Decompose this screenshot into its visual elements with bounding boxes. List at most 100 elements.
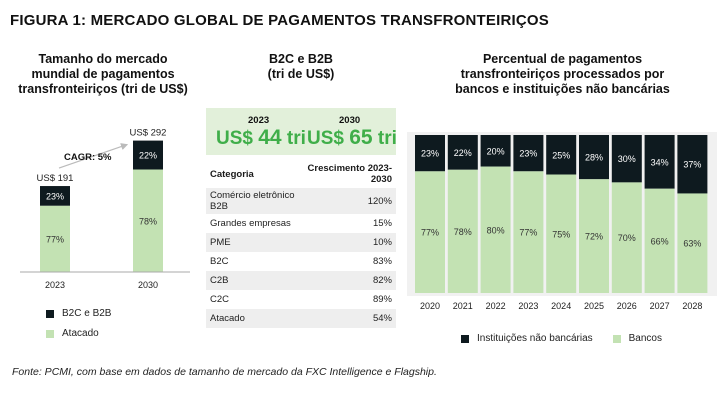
table-cell-category: C2B [206,271,299,290]
bar-label-banks: 77% [519,228,537,238]
highlight-box [206,108,396,155]
bar-segment-atacado [133,169,163,272]
bar-label-non-bank: 37% [683,160,701,170]
bar-segment-non-bank [611,135,642,183]
left-title-line-1: Tamanho do mercado [38,52,168,66]
bar-total-label: US$ 292 [130,128,167,139]
bar-label-banks: 77% [421,228,439,238]
left-chart-title: Tamanho do mercado mundial de pagamentos… [14,52,192,97]
bar-label-non-bank: 30% [618,154,636,164]
highlight-number: 65 [349,126,373,149]
x-tick-label: 2030 [138,280,158,290]
table-cell-growth: 10% [298,233,396,252]
table-cell-category: PME [206,233,299,252]
bar-segment-non-bank [447,135,478,170]
right-title-line-2: transfronteiriços processados por [460,67,665,81]
bar-segment-non-bank [513,135,544,172]
growth-table: Categoria Crescimento 2023-2030 Comércio… [206,160,396,328]
legend-swatch-dark [46,309,54,318]
right-chart-title: Percentual de pagamentos transfronteiriç… [410,52,715,97]
bar-segment-banks [546,174,577,293]
x-tick-label: 2023 [518,301,538,311]
legend-item-atacado: Atacado [46,328,111,339]
left-bar-chart: 23% 77% US$ 191 2023 22% 78% US$ 292 2030 CAGR: … [20,128,190,290]
legend-item-banks: Bancos [612,333,662,344]
table-header-row: Categoria Crescimento 2023-2030 [206,160,396,188]
highlight-unit: tri [286,128,306,149]
table-cell-growth: 89% [372,294,392,305]
table-row: C2B 82% [206,271,396,290]
bar-label-banks: 72% [585,232,603,242]
bar-segment-non-bank [480,135,511,167]
bar-segment-non-bank [546,135,577,175]
table-cell-category: Atacado [206,309,299,328]
bar-label-non-bank: 25% [552,150,570,160]
table-header-category: Categoria [210,168,254,180]
left-title-line-3: transfronteiriços (tri de US$) [18,82,188,96]
table-row: Comércio eletrônico B2B 120% [206,188,396,214]
bar-label-atacado: 77% [46,234,64,244]
bar-total-label: US$ 191 [37,173,74,184]
bar-label-banks: 78% [454,227,472,237]
table-cell-growth: 82% [298,271,396,290]
bar-label-non-bank: 34% [651,157,669,167]
highlight-prefix: US$ [216,128,253,149]
right-title-line-3: bancos e instituições não bancárias [455,82,670,96]
bar-segment-non-bank [415,135,445,172]
legend-swatch-dark [461,334,469,343]
bar-segment-banks [447,169,478,293]
legend-swatch-light [46,329,54,338]
bar-label-atacado: 78% [139,216,157,226]
table-cell-growth: 120% [298,188,396,214]
x-tick-label: 2026 [617,301,637,311]
legend-item-non-bank: Instituições não bancárias [461,333,593,344]
bar-label-non-bank: 23% [519,149,537,159]
legend-swatch-light [612,334,621,343]
table-row: C2C 89% [206,290,396,309]
bar-segment-banks [611,182,642,293]
left-legend: B2C e B2B Atacado [46,308,111,339]
highlight-year-2023: 2023 [248,115,270,126]
bar-segment-banks [415,171,445,293]
x-tick-label: 2024 [551,301,571,311]
bar-label-banks: 75% [552,229,570,239]
x-tick-label: 2020 [420,301,440,311]
x-tick-label: 2028 [682,301,702,311]
bar-segment-b2c-b2b [133,140,163,170]
bar-segment-banks [579,179,609,293]
table-cell-category: Comércio eletrônico B2B [206,188,299,214]
bar-segment-banks [644,188,675,293]
legend-label: Instituições não bancárias [477,333,593,344]
x-tick-label: 2021 [453,301,473,311]
table-cell-category: C2C [210,294,230,305]
table-row: Grandes empresas 15% [206,214,396,233]
bar-label-non-bank: 22% [454,148,472,158]
bar-segment-banks [513,171,544,293]
bar-segment-non-bank [677,135,708,194]
highlight-number: 44 [258,126,282,149]
bar-label-b2c-b2b: 22% [139,151,157,161]
legend-item-b2c-b2b: B2C e B2B [46,308,111,319]
figure-title: FIGURA 1: MERCADO GLOBAL DE PAGAMENTOS T… [10,12,549,29]
bar-label-banks: 80% [487,225,505,235]
bar-label-b2c-b2b: 23% [46,191,64,201]
bar-segment-banks [677,193,708,293]
table-cell-growth: 54% [298,309,396,328]
table-cell-category: Grandes empresas [210,218,291,229]
bar-label-banks: 70% [618,233,636,243]
x-tick-label: 2027 [650,301,670,311]
cagr-arrow [58,143,129,169]
right-title-line-1: Percentual de pagamentos [482,52,643,66]
x-tick-label: 2025 [584,301,604,311]
bar-segment-non-bank [579,135,609,180]
bar-segment-banks [480,166,511,293]
bar-label-banks: 66% [651,236,669,246]
x-tick-label: 2022 [486,301,506,311]
middle-title: B2C e B2B (tri de US$) [206,52,396,82]
table-header-growth: Crescimento 2023-2030 [307,163,392,185]
bar-segment-b2c-b2b [40,186,70,206]
bar-label-non-bank: 28% [585,153,603,163]
bar-segment-atacado [40,205,70,272]
highlight-year-2030: 2030 [339,115,361,126]
right-legend: Instituições não bancárias Bancos [461,333,662,344]
